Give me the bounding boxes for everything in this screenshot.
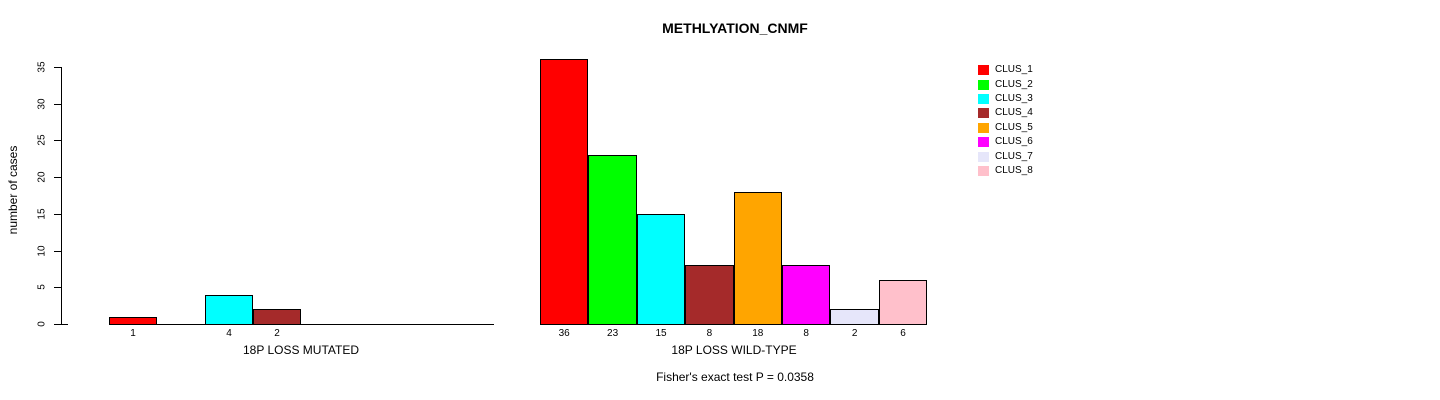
y-tick-label: 25: [36, 134, 48, 146]
y-axis-line: [61, 67, 62, 325]
x-axis-origin-foot: [61, 324, 68, 325]
y-tick: [54, 251, 61, 252]
bar-clus_8-group2: [878, 280, 928, 325]
bar-value-label: 8: [706, 328, 713, 339]
y-tick: [54, 214, 61, 215]
y-tick-label: 30: [36, 98, 48, 110]
legend-swatch: [978, 151, 989, 162]
legend-item: CLUS_2: [978, 77, 1033, 91]
legend-swatch: [978, 93, 989, 104]
y-tick-label: 0: [36, 321, 48, 327]
y-tick-label: 35: [36, 61, 48, 73]
legend-swatch: [978, 137, 989, 148]
bar-value-label: 1: [130, 328, 136, 339]
bar-value-label: 6: [900, 328, 906, 339]
legend-label: CLUS_5: [995, 121, 1033, 133]
legend-swatch: [978, 108, 989, 119]
y-tick: [54, 140, 61, 141]
y-tick: [54, 324, 61, 325]
bar-value-label: 8: [803, 328, 809, 339]
legend-item: CLUS_7: [978, 149, 1033, 163]
group-label-18p-loss-mutated: 18P LOSS MUTATED: [242, 343, 360, 357]
legend-label: CLUS_8: [995, 164, 1033, 176]
group-label-18p-loss-wild-type: 18P LOSS WILD-TYPE: [671, 343, 797, 357]
bar-clus_5-group2: [733, 192, 782, 325]
y-tick-label: 10: [36, 245, 48, 257]
legend-label: CLUS_4: [995, 107, 1033, 119]
bar-clus_3-group2: [636, 214, 686, 325]
bar-value-label: 18: [752, 328, 764, 339]
legend-label: CLUS_7: [995, 150, 1033, 162]
fisher-test-annotation: Fisher's exact test P = 0.0358: [656, 370, 814, 384]
legend: CLUS_1 CLUS_2 CLUS_3 CLUS_4 CLUS_5 CLUS_6 CLUS…: [978, 63, 1033, 178]
chart-title: METHLYATION_CNMF: [662, 20, 808, 36]
bar-clus_1-group2: [540, 59, 589, 325]
bar-value-label: 4: [226, 328, 232, 339]
legend-item: CLUS_3: [978, 92, 1033, 106]
legend-item: CLUS_8: [978, 164, 1033, 178]
legend-label: CLUS_1: [995, 64, 1033, 76]
bar-value-label: 15: [655, 328, 667, 339]
legend-label: CLUS_3: [995, 92, 1033, 104]
y-tick: [54, 177, 61, 178]
y-tick-label: 5: [36, 284, 48, 290]
y-tick: [54, 67, 61, 68]
legend-item: CLUS_6: [978, 135, 1033, 149]
legend-swatch: [978, 65, 989, 76]
y-tick: [54, 104, 61, 105]
y-tick-label: 15: [36, 208, 48, 220]
bar-value-label: 36: [558, 328, 570, 339]
bar-value-label: 23: [607, 328, 619, 339]
legend-swatch: [978, 79, 989, 90]
y-tick-label: 20: [36, 171, 48, 183]
bar-clus_1-group1: [109, 317, 157, 325]
bar-clus_3-group1: [205, 295, 253, 325]
legend-item: CLUS_4: [978, 106, 1033, 120]
legend-item: CLUS_5: [978, 121, 1033, 135]
bar-clus_2-group2: [588, 155, 637, 325]
bar-clus_4-group2: [685, 265, 734, 325]
legend-swatch: [978, 165, 989, 176]
x-axis-line-mutated: [109, 324, 494, 325]
bar-clus_4-group1: [253, 309, 301, 325]
legend-item: CLUS_1: [978, 63, 1033, 77]
bar-value-label: 2: [274, 328, 280, 339]
bar-clus_6-group2: [782, 265, 831, 325]
y-tick: [54, 287, 61, 288]
bar-value-label: 2: [851, 328, 858, 339]
legend-swatch: [978, 122, 989, 133]
y-axis-label: number of cases: [6, 145, 20, 235]
legend-label: CLUS_2: [995, 78, 1033, 90]
bar-clus_7-group2: [830, 309, 879, 325]
legend-label: CLUS_6: [995, 136, 1033, 148]
